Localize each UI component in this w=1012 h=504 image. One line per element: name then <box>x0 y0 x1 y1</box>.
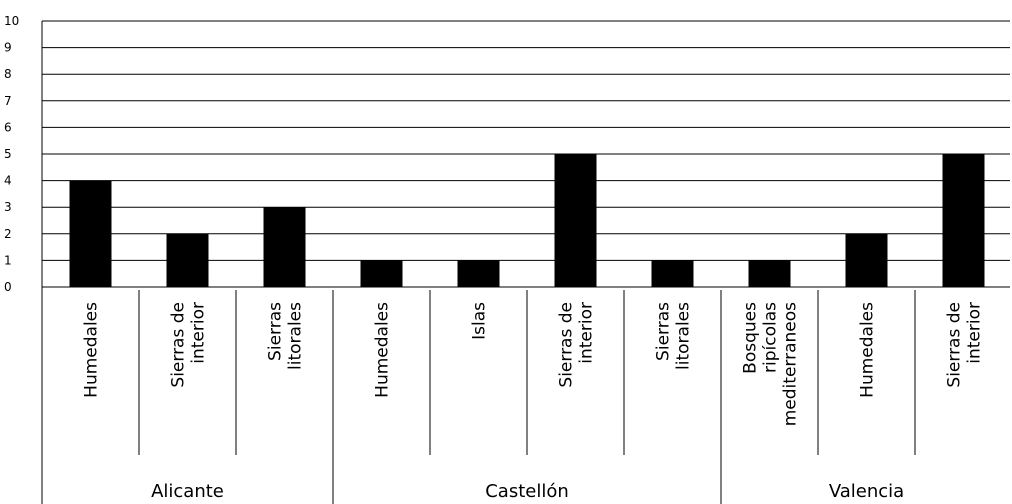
y-tick-label: 10 <box>4 14 19 28</box>
group-labels: Alicante Castellón Valencia <box>151 481 904 502</box>
y-tick-label: 7 <box>4 94 12 108</box>
category-label: interior <box>189 302 209 364</box>
category-label: Bosques <box>741 302 761 374</box>
y-tick-label: 6 <box>4 120 12 134</box>
bar <box>748 260 791 287</box>
category-label: Sierras <box>654 302 674 361</box>
category-label: ripícolas <box>761 302 781 373</box>
y-tick-label: 9 <box>4 41 12 55</box>
bar <box>845 233 888 287</box>
category-labels: Humedales Sierras de interior Sierras litora… <box>82 302 985 426</box>
bars <box>69 154 985 287</box>
y-tick-label: 2 <box>4 227 12 241</box>
y-tick-label: 0 <box>4 280 12 294</box>
group-label: Valencia <box>829 481 904 502</box>
bar <box>263 207 306 287</box>
category-label: Sierras de <box>169 302 189 388</box>
bar <box>457 260 500 287</box>
category-label: Humedales <box>373 302 393 398</box>
group-label: Castellón <box>485 481 569 502</box>
y-tick-label: 8 <box>4 67 12 81</box>
bar <box>360 260 403 287</box>
category-label: mediterraneos <box>781 302 801 426</box>
bar <box>166 233 209 287</box>
category-label: litorales <box>674 302 694 370</box>
category-label: interior <box>965 302 985 364</box>
y-tick-labels: 0 1 2 3 4 5 6 7 8 9 10 <box>4 14 19 294</box>
y-tick-label: 3 <box>4 200 12 214</box>
category-label: Humedales <box>858 302 878 398</box>
bar <box>554 154 597 287</box>
bar <box>651 260 694 287</box>
y-tick-label: 5 <box>4 147 12 161</box>
category-label: interior <box>577 302 597 364</box>
category-label: Sierras de <box>945 302 965 388</box>
bar <box>69 180 112 287</box>
category-label: Islas <box>470 302 490 340</box>
category-label: Sierras de <box>557 302 577 388</box>
axes <box>41 21 916 504</box>
y-tick-label: 4 <box>4 174 12 188</box>
category-label: Sierras <box>266 302 286 361</box>
category-label: Humedales <box>82 302 102 398</box>
bar <box>942 154 985 287</box>
y-tick-label: 1 <box>4 253 12 267</box>
category-label: litorales <box>286 302 306 370</box>
group-label: Alicante <box>151 481 224 502</box>
